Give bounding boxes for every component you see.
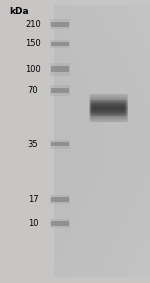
Bar [50, 195, 70, 204]
Text: 17: 17 [28, 195, 38, 204]
Text: 150: 150 [25, 39, 41, 48]
Bar [50, 140, 70, 149]
Text: kDa: kDa [10, 7, 29, 16]
Bar [51, 66, 69, 72]
Bar [50, 219, 70, 228]
Bar [50, 19, 70, 29]
Bar [51, 88, 69, 93]
Bar [50, 40, 70, 48]
Text: 35: 35 [28, 140, 38, 149]
Bar [51, 198, 69, 201]
Bar [50, 63, 70, 76]
Bar [51, 142, 69, 147]
Bar [51, 221, 69, 226]
Text: 10: 10 [28, 219, 38, 228]
Bar [51, 22, 69, 27]
Text: 210: 210 [25, 20, 41, 29]
Bar [54, 6, 150, 277]
Text: 100: 100 [25, 65, 41, 74]
Bar [50, 85, 70, 96]
Bar [51, 42, 69, 46]
Text: 70: 70 [28, 86, 38, 95]
